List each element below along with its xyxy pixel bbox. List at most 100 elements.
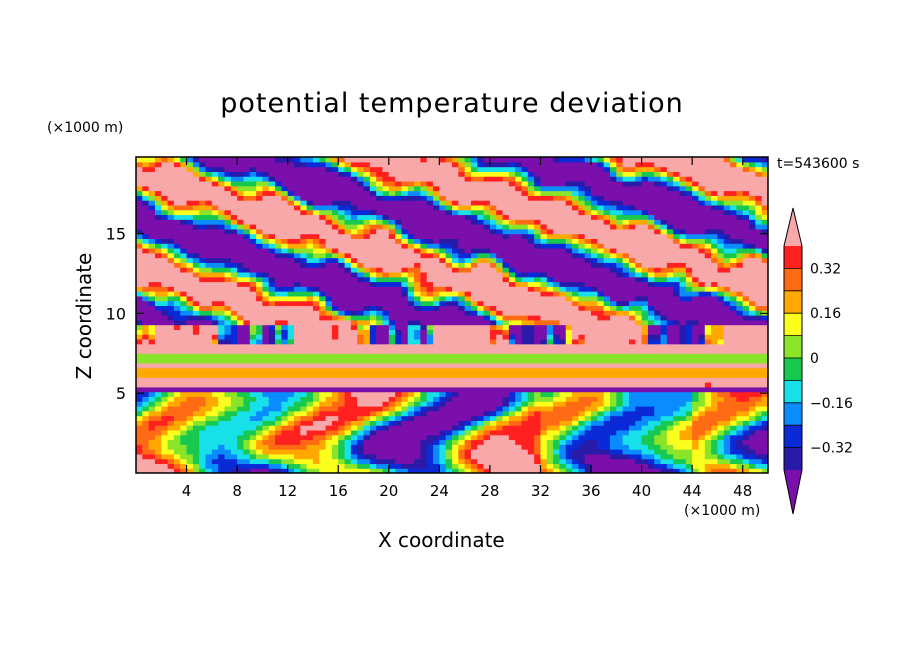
field-cell bbox=[584, 247, 592, 254]
field-cell bbox=[717, 305, 725, 311]
field-cell bbox=[249, 267, 257, 273]
field-cell bbox=[692, 415, 700, 421]
field-cell bbox=[344, 247, 352, 254]
field-cell bbox=[142, 353, 150, 359]
field-cell bbox=[224, 463, 232, 469]
field-cell bbox=[660, 334, 668, 340]
field-cell bbox=[186, 458, 194, 465]
field-cell bbox=[730, 295, 737, 302]
field-cell bbox=[256, 267, 263, 273]
field-cell bbox=[186, 338, 194, 345]
field-cell bbox=[331, 468, 339, 473]
field-cell bbox=[717, 276, 725, 283]
field-cell bbox=[521, 291, 529, 297]
field-cell bbox=[502, 257, 510, 263]
field-cell bbox=[508, 401, 516, 407]
field-cell bbox=[647, 305, 655, 311]
field-cell bbox=[489, 362, 497, 369]
field-cell bbox=[154, 262, 162, 268]
field-cell bbox=[610, 338, 617, 345]
field-cell bbox=[527, 468, 535, 473]
field-cell bbox=[268, 343, 276, 350]
field-cell bbox=[603, 329, 611, 335]
field-cell bbox=[692, 243, 700, 249]
field-cell bbox=[647, 449, 655, 455]
field-cell bbox=[553, 338, 561, 345]
field-cell bbox=[572, 271, 579, 278]
field-cell bbox=[723, 410, 731, 417]
field-cell bbox=[167, 262, 175, 268]
field-cell bbox=[698, 362, 706, 369]
field-cell bbox=[243, 410, 251, 417]
field-cell bbox=[470, 429, 478, 436]
field-cell bbox=[401, 281, 409, 287]
field-cell bbox=[414, 415, 421, 421]
field-cell bbox=[426, 391, 434, 397]
field-cell bbox=[192, 358, 200, 364]
field-cell bbox=[154, 338, 162, 345]
field-cell bbox=[698, 271, 706, 278]
field-cell bbox=[205, 267, 213, 273]
field-cell bbox=[376, 453, 384, 460]
field-cell bbox=[167, 434, 175, 441]
field-cell bbox=[154, 348, 162, 354]
field-cell bbox=[654, 410, 662, 417]
field-cell bbox=[540, 281, 548, 287]
field-cell bbox=[192, 295, 200, 302]
field-cell bbox=[736, 315, 744, 321]
field-cell bbox=[439, 353, 447, 359]
field-cell bbox=[508, 439, 516, 445]
field-cell bbox=[275, 267, 282, 273]
field-cell bbox=[268, 276, 276, 283]
field-cell bbox=[142, 453, 150, 460]
field-cell bbox=[654, 453, 662, 460]
field-cell bbox=[325, 247, 333, 254]
field-cell bbox=[521, 410, 529, 417]
field-cell bbox=[357, 458, 365, 465]
field-cell bbox=[508, 444, 516, 450]
field-cell bbox=[401, 372, 409, 378]
field-cell bbox=[312, 324, 320, 330]
field-cell bbox=[338, 281, 346, 287]
field-cell bbox=[603, 415, 611, 421]
field-cell bbox=[420, 434, 428, 441]
field-cell bbox=[426, 425, 434, 431]
field-cell bbox=[388, 434, 396, 441]
field-cell bbox=[287, 338, 295, 345]
field-cell bbox=[268, 463, 276, 469]
field-cell bbox=[578, 382, 586, 388]
field-cell bbox=[742, 305, 750, 311]
field-cell bbox=[331, 243, 339, 249]
field-cell bbox=[331, 348, 339, 354]
field-cell bbox=[382, 420, 390, 426]
field-cell bbox=[256, 281, 263, 287]
field-cell bbox=[534, 420, 542, 426]
field-cell bbox=[597, 291, 605, 297]
field-cell bbox=[647, 367, 655, 374]
field-cell bbox=[224, 276, 232, 283]
field-cell bbox=[268, 271, 276, 278]
field-cell bbox=[338, 401, 346, 407]
field-cell bbox=[761, 338, 768, 345]
field-cell bbox=[294, 281, 301, 287]
field-cell bbox=[224, 348, 232, 354]
field-cell bbox=[527, 334, 535, 340]
field-cell bbox=[540, 243, 548, 249]
field-cell bbox=[546, 362, 554, 369]
field-cell bbox=[546, 252, 554, 259]
field-cell bbox=[407, 252, 415, 259]
field-cell bbox=[306, 334, 314, 340]
field-cell bbox=[515, 300, 523, 307]
field-cell bbox=[173, 382, 181, 388]
field-cell bbox=[376, 420, 384, 426]
field-cell bbox=[249, 257, 257, 263]
field-cell bbox=[136, 315, 143, 321]
field-cell bbox=[470, 377, 478, 383]
field-cell bbox=[452, 319, 459, 326]
field-cell bbox=[647, 396, 655, 402]
field-cell bbox=[433, 300, 440, 307]
field-cell bbox=[452, 382, 459, 388]
field-cell bbox=[312, 252, 320, 259]
field-cell bbox=[515, 267, 523, 273]
field-cell bbox=[142, 334, 150, 340]
